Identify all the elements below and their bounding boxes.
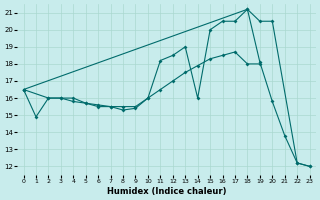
X-axis label: Humidex (Indice chaleur): Humidex (Indice chaleur) <box>107 187 226 196</box>
